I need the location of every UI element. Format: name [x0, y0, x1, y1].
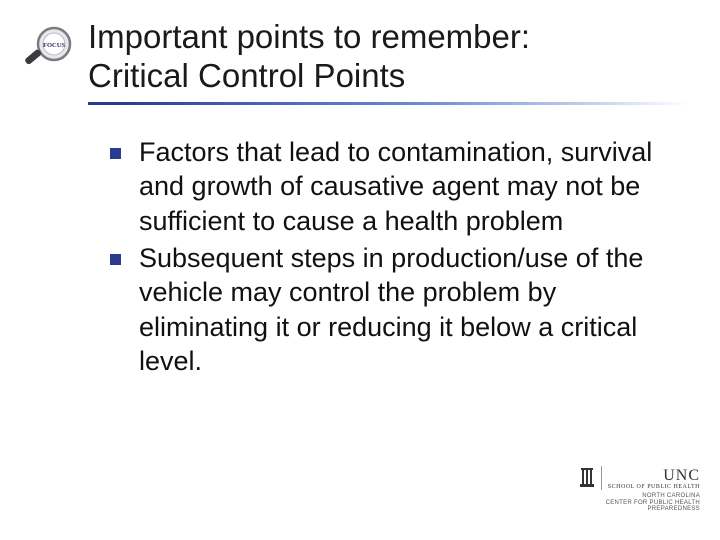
center-line-2: CENTER FOR PUBLIC HEALTH	[540, 500, 700, 507]
slide-body: Factors that lead to contamination, surv…	[0, 105, 720, 379]
title-block: Important points to remember: Critical C…	[88, 18, 690, 96]
center-line-1: NORTH CAROLINA	[540, 493, 700, 500]
center-text: NORTH CAROLINA CENTER FOR PUBLIC HEALTH …	[540, 493, 700, 513]
org-school: SCHOOL OF PUBLIC HEALTH	[608, 484, 700, 490]
square-bullet-icon	[110, 254, 121, 265]
divider-icon	[601, 466, 602, 490]
list-item: Subsequent steps in production/use of th…	[110, 241, 680, 379]
bullet-text: Factors that lead to contamination, surv…	[139, 135, 680, 239]
focus-icon: FOCUS	[18, 22, 82, 76]
title-line-2: Critical Control Points	[88, 57, 690, 96]
slide-header: FOCUS Important points to remember: Crit…	[0, 0, 720, 96]
title-line-1: Important points to remember:	[88, 18, 690, 57]
pillar-icon	[579, 468, 595, 488]
footer-logo: UNC SCHOOL OF PUBLIC HEALTH NORTH CAROLI…	[540, 466, 700, 526]
svg-text:FOCUS: FOCUS	[43, 42, 65, 49]
list-item: Factors that lead to contamination, surv…	[110, 135, 680, 239]
bullet-text: Subsequent steps in production/use of th…	[139, 241, 680, 379]
org-abbr: UNC	[663, 467, 700, 484]
bullet-list: Factors that lead to contamination, surv…	[110, 135, 680, 379]
unc-text-block: UNC SCHOOL OF PUBLIC HEALTH	[608, 467, 700, 490]
square-bullet-icon	[110, 148, 121, 159]
slide: FOCUS Important points to remember: Crit…	[0, 0, 720, 540]
center-line-3: PREPAREDNESS	[540, 506, 700, 513]
unc-logo-row: UNC SCHOOL OF PUBLIC HEALTH	[540, 466, 700, 490]
